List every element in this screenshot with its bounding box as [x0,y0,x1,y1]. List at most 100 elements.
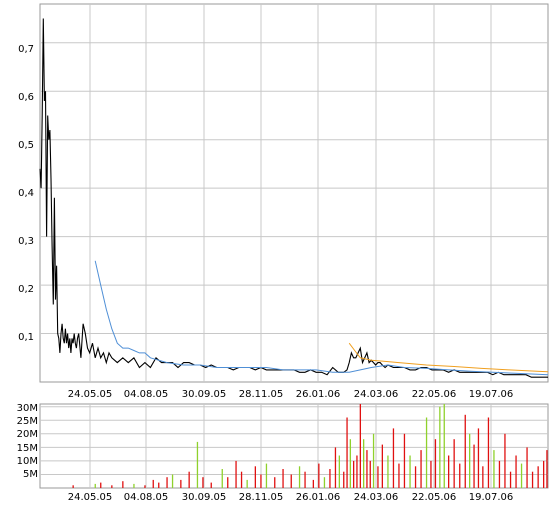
volume-bar [409,455,411,488]
volume-bar [334,447,337,488]
volume-panel: 5M 10M 15M 20M 25M 30M 24.05.05 04.08.05… [17,403,549,503]
volume-bar [453,439,455,488]
price-y-tick-label: 0,7 [18,44,34,55]
volume-y-tick-label: 10M [17,456,38,467]
volume-bar [381,444,383,488]
volume-x-tick-label: 28.11.05 [239,492,284,503]
volume-bars-group [72,404,548,488]
volume-bar [290,474,292,488]
volume-bar [144,485,146,488]
volume-bar [425,417,428,488]
volume-y-tick-label: 30M [17,403,38,414]
price-y-tick-label: 0,4 [18,188,34,199]
price-x-tick-label: 22.05.06 [412,389,457,400]
volume-bar [487,417,490,488]
volume-bar [210,482,212,488]
volume-bar [318,463,320,488]
price-y-tick-label: 0,1 [18,332,34,343]
volume-bar [158,482,160,488]
volume-bar [430,460,432,488]
volume-bar [338,455,340,488]
price-x-axis: 24.05.05 04.08.05 30.09.05 28.11.05 26.0… [68,389,514,400]
volume-bar [122,481,124,488]
volume-x-tick-label: 26.01.06 [296,492,341,503]
price-series-group [39,18,549,378]
volume-bar [482,466,484,488]
price-x-tick-label: 26.01.06 [296,389,341,400]
moving-average-line [94,260,549,376]
volume-bar [329,469,331,488]
volume-bar [459,463,461,488]
volume-bar [546,450,548,488]
volume-bar [359,404,361,488]
volume-bar [509,471,512,488]
volume-bar [420,450,422,488]
volume-bar [520,463,523,488]
volume-bar [227,477,229,488]
price-y-tick-label: 0,2 [18,284,34,295]
volume-bar [188,471,190,488]
volume-bar [377,466,379,488]
volume-bar [196,441,199,488]
volume-bar [526,447,528,488]
volume-bar [439,406,441,488]
price-y-tick-label: 0,3 [18,236,34,247]
volume-bar [282,469,284,488]
volume-bar [363,439,365,488]
volume-bar [72,485,74,488]
volume-bar [94,483,96,488]
volume-bar [531,471,534,488]
volume-bar [366,450,368,488]
volume-bar [504,433,506,488]
volume-bar [493,450,495,488]
price-plot-frame [39,3,549,383]
price-x-tick-label: 24.03.06 [354,389,399,400]
volume-bar [443,404,445,488]
price-gridlines [40,4,548,382]
price-x-tick-label: 19.07.06 [469,389,514,400]
volume-bar [171,474,174,488]
volume-bar [403,433,406,488]
volume-bar [180,479,182,488]
volume-bar [469,433,471,488]
volume-bar [265,463,268,488]
volume-bar [260,474,262,488]
volume-bar [246,479,248,488]
volume-bar [298,466,301,488]
volume-y-tick-label: 20M [17,429,38,440]
volume-gridlines [40,404,548,488]
price-panel: 0,1 0,2 0,3 0,4 0,5 0,6 0,7 24.05.05 04.… [18,3,549,400]
volume-bar [356,455,358,488]
volume-x-tick-label: 24.05.05 [68,492,113,503]
volume-bar [349,439,351,488]
volume-x-tick-label: 19.07.06 [469,492,514,503]
volume-bar [346,417,348,488]
volume-x-axis: 24.05.05 04.08.05 30.09.05 28.11.05 26.0… [68,492,514,503]
moving-average-line [348,342,549,373]
volume-bar [372,433,375,488]
volume-bar [369,460,371,488]
volume-bar [515,455,517,488]
volume-bar [240,471,243,488]
volume-x-tick-label: 22.05.06 [412,492,457,503]
volume-bar [312,479,314,488]
volume-x-tick-label: 04.08.05 [124,492,169,503]
price-x-tick-label: 28.11.05 [239,389,284,400]
volume-bar [343,471,345,488]
volume-bar [498,460,501,488]
volume-bar [111,485,113,488]
volume-bar [353,460,355,488]
volume-bar [387,455,389,488]
volume-bar [304,471,306,488]
volume-bar [477,428,480,488]
price-y-tick-label: 0,6 [18,92,34,103]
volume-bar [254,466,256,488]
volume-bar [100,482,102,488]
volume-bar [537,466,539,488]
volume-bar [543,460,545,488]
volume-bar [274,477,276,488]
volume-bar [235,460,237,488]
volume-bar [414,466,417,488]
volume-bar [323,477,326,488]
